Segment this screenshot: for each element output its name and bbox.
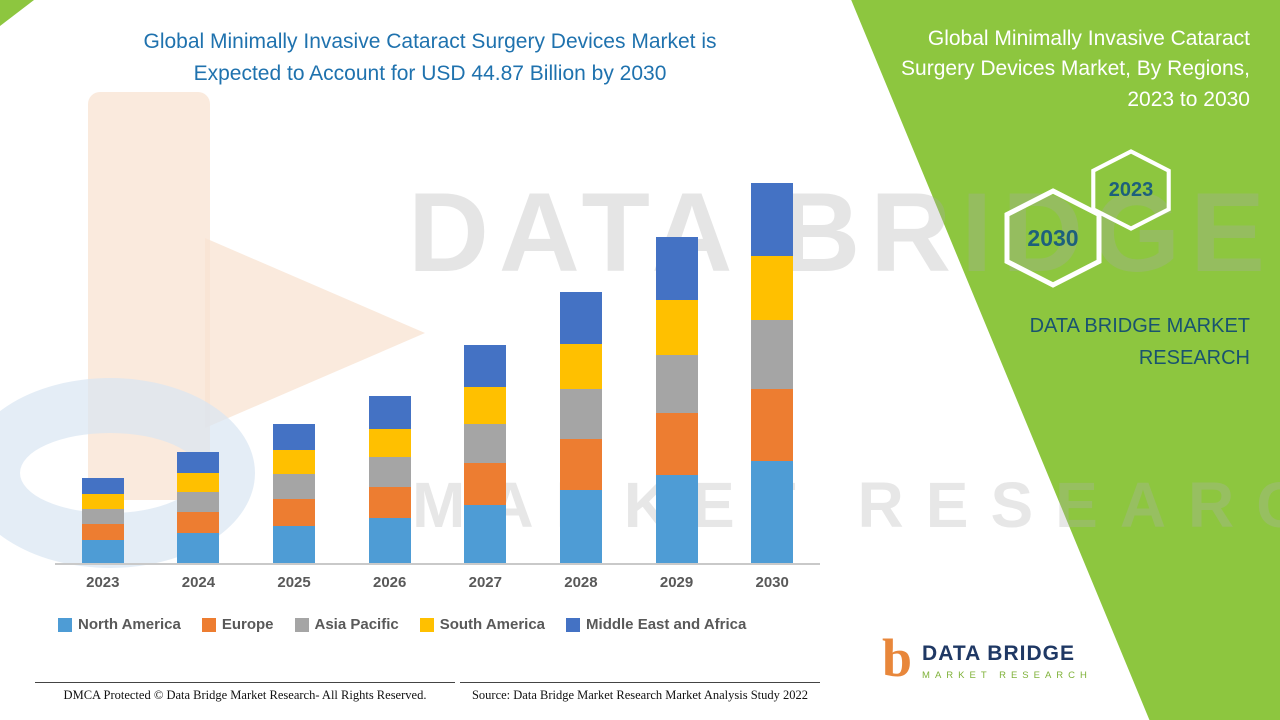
- bar-segment-north-america-2024: [177, 533, 220, 563]
- dmca-notice: DMCA Protected © Data Bridge Market Rese…: [35, 682, 455, 703]
- bar-column-2023: [55, 150, 151, 563]
- bar-segment-asia-pacific-2028: [559, 389, 602, 439]
- legend-swatch-icon: [294, 617, 309, 632]
- x-axis-labels: 2023 2024 2025 2026 2027 2028 2029 2030: [55, 574, 820, 591]
- bar-column-2028: [533, 150, 629, 563]
- legend-label: Asia Pacific: [314, 616, 399, 633]
- legend-label: South America: [439, 616, 546, 633]
- bar-segment-south-america-2023: [81, 494, 124, 509]
- bar-segment-asia-pacific-2025: [273, 474, 316, 500]
- source-note: Source: Data Bridge Market Research Mark…: [460, 682, 820, 703]
- bar-segment-south-america-2027: [464, 386, 507, 425]
- legend-swatch-icon: [58, 617, 72, 632]
- x-axis-label-2025: 2025: [277, 574, 311, 591]
- hexagon-2030-year: 2030: [1027, 224, 1079, 251]
- bar-segment-middle-east-and-africa-2026: [368, 396, 411, 430]
- legend-item-south-america: South America: [419, 616, 546, 633]
- bar-segment-middle-east-and-africa-2027: [464, 345, 507, 387]
- bar-segment-middle-east-and-africa-2023: [81, 478, 124, 495]
- bar-column-2026: [342, 150, 438, 563]
- top-left-green-triangle: [0, 0, 34, 26]
- hexagon-2023: 2023: [1090, 148, 1172, 232]
- bar-column-2024: [151, 150, 247, 563]
- bar-segment-asia-pacific-2026: [368, 457, 411, 487]
- x-axis-label-2026: 2026: [373, 574, 407, 591]
- bar-segment-asia-pacific-2030: [751, 319, 794, 389]
- bar-segment-north-america-2023: [81, 540, 124, 563]
- watermark-text-data-bridge: DATA BRIDGE: [408, 170, 1275, 295]
- chart-title-line1: Global Minimally Invasive Cataract Surge…: [143, 30, 717, 53]
- stacked-bar-chart: 2023 2024 2025 2026 2027 2028 2029 2030: [55, 150, 820, 591]
- legend-label: Europe: [221, 616, 274, 633]
- logo-b-icon: b: [882, 628, 913, 688]
- bar-segment-north-america-2027: [464, 504, 507, 563]
- bar-column-2027: [438, 150, 534, 563]
- x-axis-label-2027: 2027: [468, 574, 502, 591]
- bar-segment-europe-2027: [464, 463, 507, 505]
- bar-segment-north-america-2026: [368, 518, 411, 563]
- bar-column-2030: [724, 150, 820, 563]
- hexagon-outline-icon: [1091, 149, 1171, 231]
- x-axis-label-2024: 2024: [181, 574, 216, 591]
- bar-segment-europe-2023: [81, 524, 124, 541]
- watermark-text-market-research: MARKET RESEARCH: [412, 469, 1280, 541]
- bar-segment-north-america-2029: [655, 474, 698, 563]
- bar-segment-north-america-2025: [273, 525, 316, 563]
- bar-segment-middle-east-and-africa-2029: [655, 237, 698, 300]
- bar-segment-south-america-2029: [655, 299, 698, 355]
- bar-segment-south-america-2025: [273, 450, 316, 475]
- legend-swatch-icon: [201, 617, 216, 632]
- hexagon-2030: 2030: [1003, 188, 1103, 288]
- panel-title: Global Minimally Invasive Cataract Surge…: [901, 27, 1250, 111]
- data-bridge-logo: b DATA BRIDGE MARKET RESEARCH: [882, 628, 1092, 688]
- bar-segment-europe-2024: [177, 512, 220, 534]
- legend-swatch-icon: [566, 617, 581, 632]
- bar-segment-asia-pacific-2023: [81, 508, 124, 525]
- legend-item-europe: Europe: [201, 616, 274, 633]
- bar-column-2029: [629, 150, 725, 563]
- legend-item-asia-pacific: Asia Pacific: [294, 616, 399, 633]
- bar-segment-middle-east-and-africa-2030: [751, 182, 794, 256]
- bar-segment-south-america-2028: [559, 343, 602, 390]
- legend-item-north-america: North America: [58, 616, 181, 633]
- logo-texts: DATA BRIDGE MARKET RESEARCH: [922, 642, 1092, 681]
- hexagon-2023-year: 2023: [1108, 178, 1154, 201]
- bar-segment-asia-pacific-2029: [655, 354, 698, 414]
- x-axis-label-2030: 2030: [755, 574, 789, 591]
- bar-segment-north-america-2030: [751, 460, 794, 563]
- bar-segment-europe-2030: [751, 388, 794, 461]
- bar-segment-middle-east-and-africa-2024: [177, 452, 220, 474]
- bar-segment-europe-2028: [559, 438, 602, 491]
- logo-subtitle: MARKET RESEARCH: [922, 669, 1092, 681]
- bar-segment-north-america-2028: [559, 490, 602, 563]
- hexagon-outline-icon: [1004, 188, 1102, 288]
- legend-label: North America: [78, 616, 181, 633]
- bar-segment-europe-2025: [273, 499, 316, 526]
- legend-item-middle-east-and-africa: Middle East and Africa: [566, 616, 746, 633]
- x-axis-label-2029: 2029: [659, 574, 694, 591]
- bar-segment-europe-2026: [368, 486, 411, 519]
- chart-title-line2: Expected to Account for USD 44.87 Billio…: [193, 61, 667, 85]
- x-axis-label-2023: 2023: [86, 574, 120, 591]
- legend-label: Middle East and Africa: [586, 616, 747, 633]
- bar-segment-europe-2029: [655, 413, 698, 475]
- bar-segment-asia-pacific-2027: [464, 424, 507, 464]
- plot-area: [55, 150, 820, 565]
- bar-segment-middle-east-and-africa-2025: [273, 424, 316, 451]
- chart-title: Global Minimally Invasive Cataract Surge…: [95, 26, 765, 89]
- legend-swatch-icon: [419, 617, 434, 632]
- bar-segment-south-america-2026: [368, 429, 411, 458]
- x-axis-label-2028: 2028: [564, 574, 598, 591]
- bar-segment-south-america-2024: [177, 473, 220, 492]
- brand-text: DATA BRIDGE MARKET RESEARCH: [1029, 315, 1250, 369]
- bar-segment-middle-east-and-africa-2028: [559, 292, 602, 344]
- bar-segment-asia-pacific-2024: [177, 491, 220, 513]
- logo-name: DATA BRIDGE: [922, 641, 1075, 665]
- chart-legend: North America Europe Asia Pacific South Ame…: [58, 616, 828, 633]
- bar-column-2025: [246, 150, 342, 563]
- bar-segment-south-america-2030: [751, 255, 794, 320]
